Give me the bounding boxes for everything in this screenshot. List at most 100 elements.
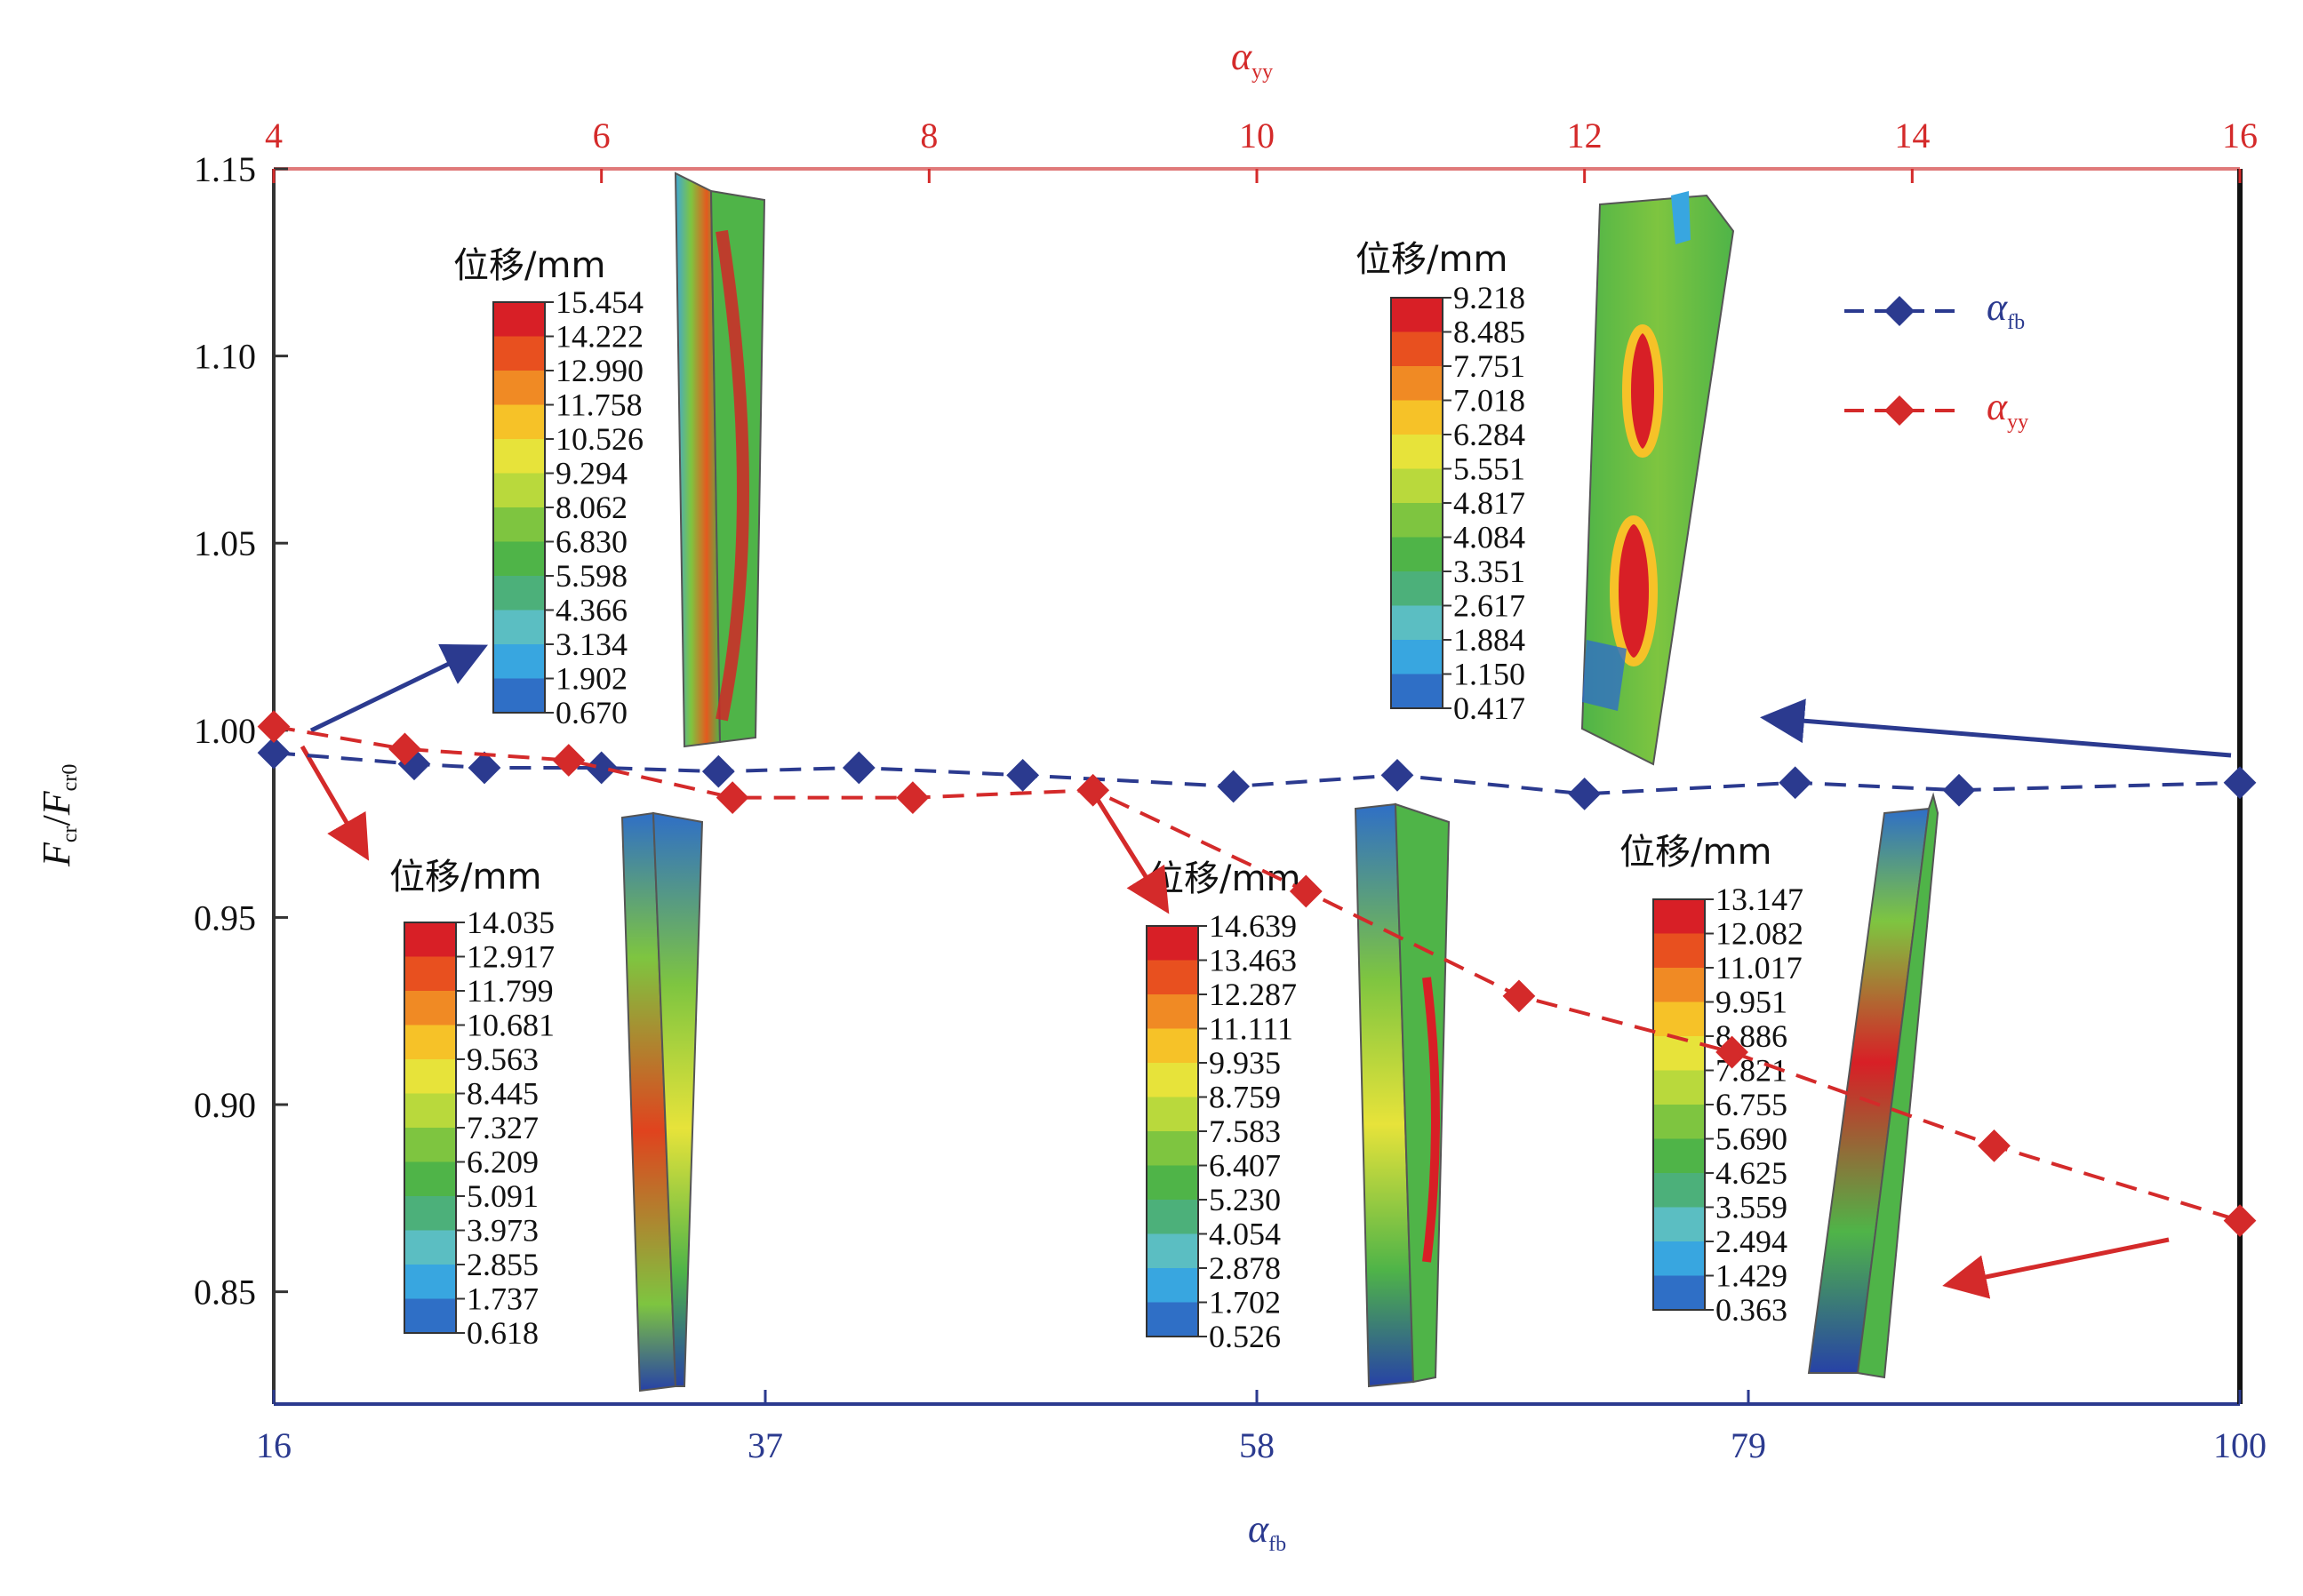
colorbar-cell	[1653, 968, 1705, 1003]
data-point-yy	[1978, 1129, 2011, 1162]
displacement-inset-3: 位移/mm 14.03512.91711.79910.6819.5638.4457…	[389, 857, 555, 1351]
colorbar-value: 6.830	[556, 524, 628, 560]
y-tick-label: 1.00	[194, 711, 256, 751]
colorbar-cell	[493, 439, 545, 475]
y-tick-label: 0.85	[194, 1273, 256, 1313]
colorbar-value: 4.054	[1209, 1217, 1281, 1252]
colorbar-value: 9.218	[1453, 280, 1525, 315]
arrow-to-inset-5	[1942, 1237, 2170, 1299]
colorbar-value: 15.454	[556, 284, 644, 320]
series-fb	[257, 736, 2257, 810]
colorbar-cell	[1147, 960, 1198, 995]
data-point-fb	[842, 751, 876, 785]
inset-title: 位移/mm	[1148, 858, 1300, 899]
colorbar-value: 5.690	[1715, 1121, 1787, 1157]
colorbar-cell	[1653, 1036, 1705, 1072]
colorbar-value: 11.799	[467, 973, 554, 1009]
top-tick-label: 14	[1894, 116, 1930, 156]
svg-text:Fcr/Fcr0: Fcr/Fcr0	[35, 764, 82, 867]
data-point-yy	[257, 710, 291, 743]
top-tick-label: 8	[920, 116, 938, 156]
colorbar-value: 14.035	[467, 905, 555, 940]
top-tick-label: 4	[265, 116, 283, 156]
bottom-axis-label: αfb	[1248, 1507, 1286, 1556]
svg-text:αfb: αfb	[1987, 285, 2025, 334]
beam-render-4	[1354, 802, 1451, 1388]
colorbar-value: 1.737	[467, 1281, 539, 1317]
colorbar-cell	[1391, 537, 1443, 572]
colorbar-cell	[404, 1265, 456, 1300]
colorbar-value: 3.134	[556, 626, 628, 662]
colorbar-value: 12.917	[467, 939, 555, 975]
svg-text:αyy: αyy	[1231, 35, 1273, 84]
data-point-fb	[1779, 766, 1812, 800]
colorbar-value: 12.287	[1209, 977, 1297, 1012]
colorbar-cell	[1147, 1268, 1198, 1304]
beam-render-3	[620, 811, 704, 1393]
beam-render-2	[1580, 191, 1735, 766]
arrow-to-inset-1	[309, 643, 489, 733]
data-point-yy	[1076, 773, 1110, 807]
colorbar-cell	[493, 302, 545, 338]
colorbar-cell	[404, 1298, 456, 1334]
colorbar-value: 6.755	[1715, 1087, 1787, 1122]
data-point-yy	[1715, 1035, 1748, 1069]
colorbar-value: 12.990	[556, 353, 644, 388]
series-layer	[257, 710, 2257, 1237]
beam-render-1	[674, 172, 766, 748]
bottom-label-sub: fb	[1268, 1533, 1286, 1556]
data-point-fb	[1006, 758, 1040, 792]
colorbar-value: 13.147	[1715, 882, 1803, 917]
colorbar-cell	[1147, 1028, 1198, 1064]
colorbar-value: 1.884	[1453, 622, 1525, 658]
colorbar-value: 1.429	[1715, 1258, 1787, 1294]
colorbar-cell	[493, 507, 545, 543]
colorbar-value: 10.526	[556, 421, 644, 457]
colorbar-value: 9.935	[1209, 1045, 1281, 1081]
displacement-inset-2: 位移/mm9.2188.4857.7517.0186.2845.5514.817…	[1355, 239, 1525, 726]
series-yy	[257, 710, 2257, 1237]
top-tick-label: 16	[2222, 116, 2258, 156]
colorbar-cell	[404, 1059, 456, 1095]
colorbar-value: 6.209	[467, 1145, 539, 1180]
colorbar-cell	[404, 1161, 456, 1197]
colorbar-cell	[404, 1025, 456, 1060]
colorbar-cell	[1147, 1233, 1198, 1269]
colorbar-value: 5.551	[1453, 451, 1525, 487]
arrow-to-inset-3	[300, 745, 370, 861]
top-label-sub: yy	[1251, 60, 1273, 84]
colorbar-cell	[1147, 926, 1198, 962]
colorbar-value: 9.951	[1715, 985, 1787, 1020]
colorbar-cell	[493, 473, 545, 508]
colorbar-cell	[1391, 571, 1443, 607]
colorbar-value: 1.150	[1453, 657, 1525, 692]
top-tick-label: 12	[1567, 116, 1603, 156]
colorbar-value: 7.018	[1453, 383, 1525, 419]
colorbar-cell	[1391, 298, 1443, 333]
top-axis-label: αyy	[1231, 35, 1273, 84]
colorbar-cell	[1653, 933, 1705, 969]
colorbar-value: 4.366	[556, 593, 628, 628]
colorbar-cell	[493, 576, 545, 611]
colorbar-cell	[1147, 1097, 1198, 1132]
colorbar-value: 2.855	[467, 1247, 539, 1282]
beam-render-5	[1807, 792, 1939, 1379]
colorbar-value: 0.670	[556, 695, 628, 730]
colorbar-cell	[1391, 435, 1443, 470]
colorbar-value: 5.598	[556, 558, 628, 594]
colorbar-value: 3.351	[1453, 554, 1525, 589]
colorbar-value: 1.902	[556, 661, 628, 697]
colorbar-cell	[1653, 1105, 1705, 1140]
data-point-fb	[2223, 766, 2257, 800]
displacement-inset-4: 位移/mm 14.63913.46312.28711.1119.9358.7597…	[1146, 858, 1300, 1354]
y-label-den-sub: cr0	[59, 764, 82, 792]
y-label-sep: /	[35, 814, 78, 826]
colorbar-value: 11.017	[1715, 950, 1803, 986]
legend-label-afb: α	[1987, 285, 2008, 329]
colorbar-value: 14.639	[1209, 908, 1297, 944]
colorbar-cell	[493, 541, 545, 577]
colorbar-value: 5.091	[467, 1178, 539, 1214]
colorbar-value: 7.751	[1453, 348, 1525, 384]
colorbar-value: 11.758	[556, 387, 643, 423]
bottom-tick-label: 100	[2213, 1425, 2267, 1465]
